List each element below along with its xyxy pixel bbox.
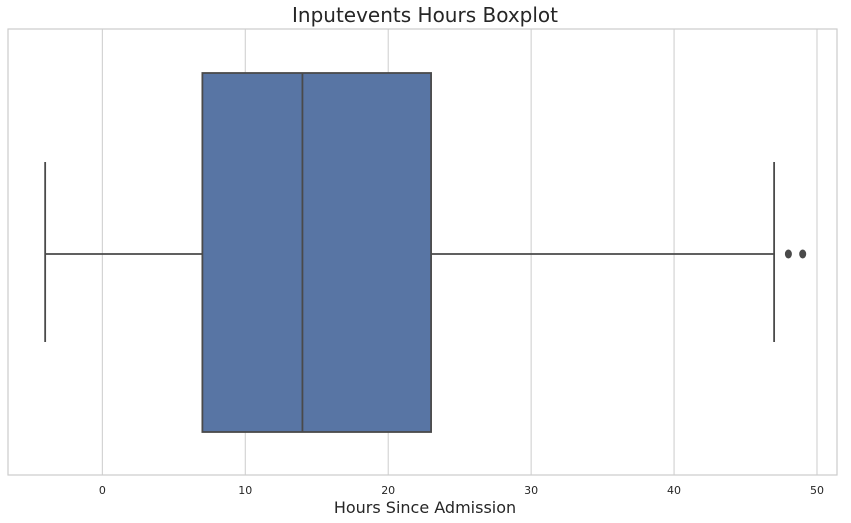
x-tick-label-0: 0 [99, 484, 106, 497]
chart-title: Inputevents Hours Boxplot [292, 3, 558, 27]
x-axis-label: Hours Since Admission [334, 498, 516, 517]
x-tick-labels: 0 10 20 30 40 50 [99, 484, 824, 497]
outlier-point-1 [799, 249, 807, 259]
x-tick-label-30: 30 [524, 484, 538, 497]
plot-frame [7, 28, 838, 476]
box-plot [44, 72, 807, 433]
x-tick-label-20: 20 [381, 484, 395, 497]
x-tick-label-40: 40 [667, 484, 681, 497]
outlier-point-0 [784, 249, 792, 259]
x-tick-label-10: 10 [238, 484, 252, 497]
x-tick-label-50: 50 [810, 484, 824, 497]
interquartile-box [201, 72, 432, 433]
